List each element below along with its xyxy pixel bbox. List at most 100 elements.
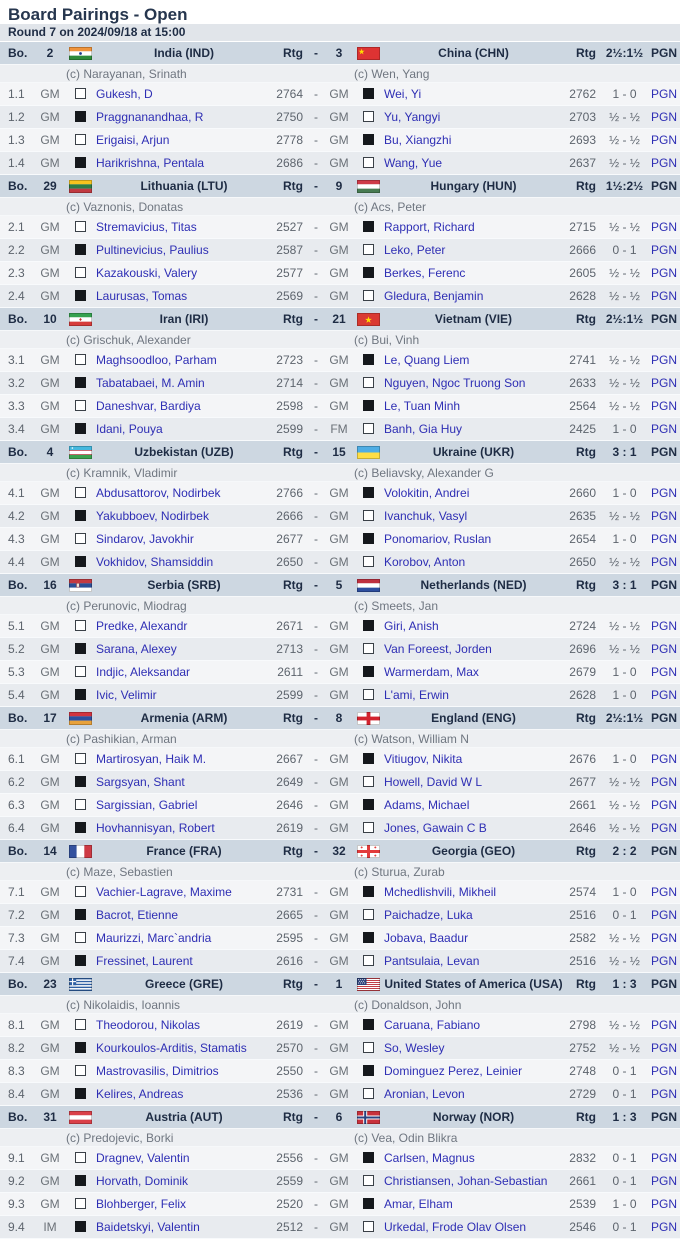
player1-link[interactable]: Harikrishna, Pentala: [96, 156, 205, 170]
player2-link[interactable]: Wei, Yi: [384, 87, 422, 101]
player2-link[interactable]: Aronian, Levon: [384, 1087, 465, 1101]
player2-link[interactable]: Rapport, Richard: [384, 220, 475, 234]
pgn-link[interactable]: PGN: [650, 1041, 677, 1055]
player2-link[interactable]: Korobov, Anton: [384, 555, 466, 569]
player2-link[interactable]: Jobava, Baadur: [384, 931, 469, 945]
player2-link[interactable]: Pantsulaia, Levan: [384, 954, 480, 968]
player1-link[interactable]: Bacrot, Etienne: [96, 908, 179, 922]
pgn-link[interactable]: PGN: [650, 532, 677, 546]
pgn-link[interactable]: PGN: [650, 266, 677, 280]
player2-link[interactable]: Urkedal, Frode Olav Olsen: [384, 1220, 527, 1234]
pgn-link[interactable]: PGN: [650, 798, 677, 812]
player1-link[interactable]: Praggnanandhaa, R: [96, 110, 204, 124]
player1-link[interactable]: Sargissian, Gabriel: [96, 798, 198, 812]
player1-link[interactable]: Fressinet, Laurent: [96, 954, 193, 968]
player2-link[interactable]: Howell, David W L: [384, 775, 483, 789]
pgn-link[interactable]: PGN: [650, 821, 677, 835]
player2-link[interactable]: Nguyen, Ngoc Truong Son: [384, 376, 526, 390]
player2-link[interactable]: Yu, Yangyi: [384, 110, 441, 124]
pgn-link[interactable]: PGN: [650, 1018, 677, 1032]
player2-link[interactable]: Berkes, Ferenc: [384, 266, 466, 280]
player2-link[interactable]: Bu, Xiangzhi: [384, 133, 452, 147]
player1-link[interactable]: Daneshvar, Bardiya: [96, 399, 201, 413]
pgn-link[interactable]: PGN: [650, 619, 677, 633]
player2-link[interactable]: Gledura, Benjamin: [384, 289, 484, 303]
player2-link[interactable]: Jones, Gawain C B: [384, 821, 487, 835]
pgn-link[interactable]: PGN: [650, 555, 677, 569]
player1-link[interactable]: Kelires, Andreas: [96, 1087, 184, 1101]
player2-link[interactable]: Christiansen, Johan-Sebastian: [384, 1174, 548, 1188]
player1-link[interactable]: Mastrovasilis, Dimitrios: [96, 1064, 219, 1078]
player1-link[interactable]: Laurusas, Tomas: [96, 289, 188, 303]
player2-link[interactable]: Amar, Elham: [384, 1197, 453, 1211]
player1-link[interactable]: Sindarov, Javokhir: [96, 532, 194, 546]
player1-link[interactable]: Horvath, Dominik: [96, 1174, 189, 1188]
player1-link[interactable]: Idani, Pouya: [96, 422, 163, 436]
player2-link[interactable]: Le, Tuan Minh: [384, 399, 461, 413]
pgn-link[interactable]: PGN: [650, 243, 677, 257]
pgn-link[interactable]: PGN: [650, 220, 677, 234]
player1-link[interactable]: Erigaisi, Arjun: [96, 133, 170, 147]
pgn-link[interactable]: PGN: [650, 422, 677, 436]
player2-link[interactable]: Vitiugov, Nikita: [384, 752, 463, 766]
player1-link[interactable]: Stremavicius, Titas: [96, 220, 197, 234]
pgn-link[interactable]: PGN: [650, 110, 677, 124]
player1-link[interactable]: Ivic, Velimir: [96, 688, 157, 702]
pgn-link[interactable]: PGN: [650, 376, 677, 390]
pgn-link[interactable]: PGN: [650, 486, 677, 500]
player1-link[interactable]: Predke, Alexandr: [96, 619, 188, 633]
player1-link[interactable]: Maghsoodloo, Parham: [96, 353, 217, 367]
pgn-link[interactable]: PGN: [650, 775, 677, 789]
player1-link[interactable]: Tabatabaei, M. Amin: [96, 376, 205, 390]
player1-link[interactable]: Dragnev, Valentin: [96, 1151, 190, 1165]
player2-link[interactable]: Le, Quang Liem: [384, 353, 470, 367]
player2-link[interactable]: Leko, Peter: [384, 243, 446, 257]
player1-link[interactable]: Hovhannisyan, Robert: [96, 821, 215, 835]
player2-link[interactable]: Wang, Yue: [384, 156, 443, 170]
player1-link[interactable]: Vachier-Lagrave, Maxime: [96, 885, 232, 899]
player1-link[interactable]: Pultinevicius, Paulius: [96, 243, 209, 257]
player2-link[interactable]: Ponomariov, Ruslan: [384, 532, 492, 546]
player2-link[interactable]: Banh, Gia Huy: [384, 422, 463, 436]
player2-link[interactable]: Van Foreest, Jorden: [384, 642, 492, 656]
pgn-link[interactable]: PGN: [650, 1151, 677, 1165]
pgn-link[interactable]: PGN: [650, 1197, 677, 1211]
pgn-link[interactable]: PGN: [650, 1087, 677, 1101]
player1-link[interactable]: Kourkoulos-Arditis, Stamatis: [96, 1041, 247, 1055]
pgn-link[interactable]: PGN: [650, 133, 677, 147]
player2-link[interactable]: Ivanchuk, Vasyl: [384, 509, 468, 523]
player2-link[interactable]: Mchedlishvili, Mikheil: [384, 885, 497, 899]
player1-link[interactable]: Abdusattorov, Nodirbek: [96, 486, 221, 500]
player1-link[interactable]: Theodorou, Nikolas: [96, 1018, 201, 1032]
pgn-link[interactable]: PGN: [650, 642, 677, 656]
pgn-link[interactable]: PGN: [650, 954, 677, 968]
pgn-link[interactable]: PGN: [650, 1174, 677, 1188]
pgn-link[interactable]: PGN: [650, 1064, 677, 1078]
player1-link[interactable]: Gukesh, D: [96, 87, 153, 101]
player2-link[interactable]: Warmerdam, Max: [384, 665, 479, 679]
player1-link[interactable]: Vokhidov, Shamsiddin: [96, 555, 214, 569]
pgn-link[interactable]: PGN: [650, 752, 677, 766]
pgn-link[interactable]: PGN: [650, 399, 677, 413]
player1-link[interactable]: Kazakouski, Valery: [96, 266, 198, 280]
player1-link[interactable]: Sargsyan, Shant: [96, 775, 185, 789]
pgn-link[interactable]: PGN: [650, 688, 677, 702]
pgn-link[interactable]: PGN: [650, 908, 677, 922]
player1-link[interactable]: Maurizzi, Marc`andria: [96, 931, 212, 945]
pgn-link[interactable]: PGN: [650, 665, 677, 679]
player2-link[interactable]: So, Wesley: [384, 1041, 445, 1055]
player1-link[interactable]: Blohberger, Felix: [96, 1197, 187, 1211]
player1-link[interactable]: Baidetskyi, Valentin: [96, 1220, 200, 1234]
pgn-link[interactable]: PGN: [650, 931, 677, 945]
pgn-link[interactable]: PGN: [650, 156, 677, 170]
player2-link[interactable]: Giri, Anish: [384, 619, 439, 633]
player2-link[interactable]: L'ami, Erwin: [384, 688, 449, 702]
player1-link[interactable]: Martirosyan, Haik M.: [96, 752, 207, 766]
player1-link[interactable]: Indjic, Aleksandar: [96, 665, 191, 679]
player1-link[interactable]: Yakubboev, Nodirbek: [96, 509, 209, 523]
pgn-link[interactable]: PGN: [650, 87, 677, 101]
player2-link[interactable]: Adams, Michael: [384, 798, 470, 812]
pgn-link[interactable]: PGN: [650, 289, 677, 303]
player2-link[interactable]: Paichadze, Luka: [384, 908, 473, 922]
pgn-link[interactable]: PGN: [650, 885, 677, 899]
